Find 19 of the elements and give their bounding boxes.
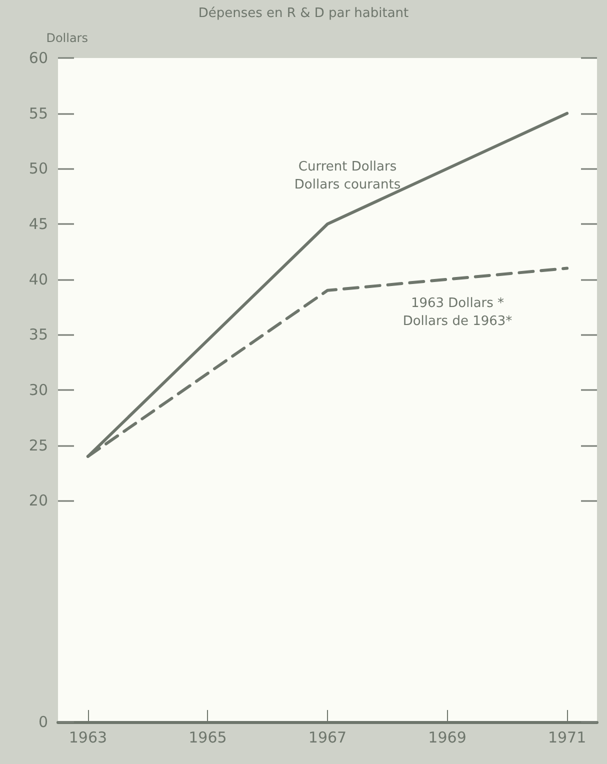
y-tick-label: 35: [28, 326, 48, 344]
x-tick-label: 1969: [428, 728, 466, 746]
y-tick-label: 45: [28, 215, 48, 233]
y-axis-title: Dollars: [46, 31, 88, 45]
x-tick-label: 1971: [548, 728, 586, 746]
series-label: Current Dollars Dollars courants: [294, 160, 401, 192]
y-tick-label: 55: [28, 104, 48, 122]
y-tick-label: 50: [28, 160, 48, 178]
y-tick-label: 0: [38, 713, 48, 731]
x-tick-label: 1965: [188, 728, 227, 746]
x-tick-label: 1967: [308, 728, 347, 746]
x-tick-label: 1963: [68, 728, 108, 746]
y-tick-label: 60: [28, 49, 48, 67]
y-tick-label: 20: [28, 492, 48, 510]
y-tick-label: 40: [28, 270, 48, 288]
y-tick-label: 25: [28, 436, 48, 454]
series-label: 1963 Dollars * Dollars de 1963*: [402, 296, 513, 329]
chart-title: Dépenses en R & D par habitant: [198, 6, 409, 21]
y-tick-label: 30: [28, 381, 48, 399]
